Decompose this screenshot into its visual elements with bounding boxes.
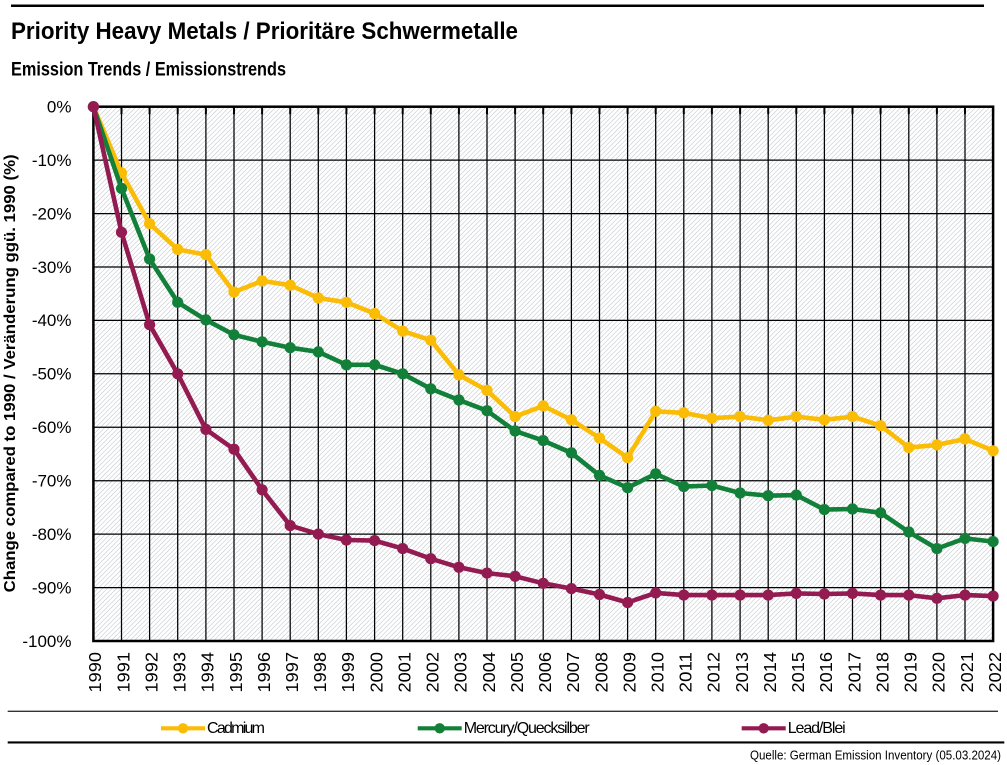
svg-text:-80%: -80% [32,525,72,544]
svg-text:Quelle: German Emission Invent: Quelle: German Emission Inventory (05.03… [750,748,1001,763]
svg-text:1994: 1994 [198,652,218,693]
svg-text:2014: 2014 [760,652,780,693]
svg-text:1998: 1998 [310,652,330,693]
svg-text:1992: 1992 [141,652,161,693]
svg-text:-60%: -60% [32,418,72,437]
svg-text:2006: 2006 [535,652,555,693]
svg-text:1991: 1991 [113,652,133,693]
svg-text:2008: 2008 [591,652,611,693]
svg-text:Change compared to 1990 / Verä: Change compared to 1990 / Veränderung gg… [2,154,19,592]
svg-text:Priority Heavy Metals / Priori: Priority Heavy Metals / Prioritäre Schwe… [11,18,518,45]
svg-text:2000: 2000 [366,652,386,693]
svg-text:1990: 1990 [85,652,105,693]
svg-text:0%: 0% [47,98,72,117]
svg-text:Mercury/Quecksilber: Mercury/Quecksilber [464,720,591,737]
svg-text:2003: 2003 [451,652,471,693]
svg-text:-30%: -30% [32,258,72,277]
svg-text:2001: 2001 [395,652,415,693]
svg-text:-100%: -100% [22,632,71,651]
svg-text:1996: 1996 [254,652,274,693]
svg-text:2010: 2010 [648,652,668,693]
svg-text:2007: 2007 [563,652,583,693]
svg-text:-20%: -20% [32,204,72,223]
svg-text:Emission Trends / Emissionstre: Emission Trends / Emissionstrends [11,59,286,81]
svg-text:2002: 2002 [423,652,443,693]
svg-text:1993: 1993 [170,652,190,693]
svg-text:Cadmium: Cadmium [207,720,265,737]
svg-text:Lead/Blei: Lead/Blei [788,720,846,737]
svg-text:-40%: -40% [32,311,72,330]
svg-text:2015: 2015 [788,652,808,693]
svg-text:-50%: -50% [32,365,72,384]
svg-text:2018: 2018 [872,652,892,693]
svg-text:-10%: -10% [32,151,72,170]
svg-text:2016: 2016 [816,652,836,693]
svg-text:2022: 2022 [985,652,1005,693]
svg-text:2019: 2019 [901,652,921,693]
svg-text:1997: 1997 [282,652,302,693]
svg-text:1999: 1999 [338,652,358,693]
svg-text:1995: 1995 [226,652,246,693]
svg-text:2005: 2005 [507,652,527,693]
svg-text:2009: 2009 [619,652,639,693]
svg-text:2017: 2017 [844,652,864,693]
svg-text:-70%: -70% [32,472,72,491]
svg-text:2013: 2013 [732,652,752,693]
svg-text:2021: 2021 [957,652,977,693]
svg-text:2011: 2011 [676,652,696,693]
svg-text:2012: 2012 [704,652,724,693]
svg-text:2020: 2020 [929,652,949,693]
svg-text:-90%: -90% [32,578,72,597]
svg-text:2004: 2004 [479,652,499,693]
